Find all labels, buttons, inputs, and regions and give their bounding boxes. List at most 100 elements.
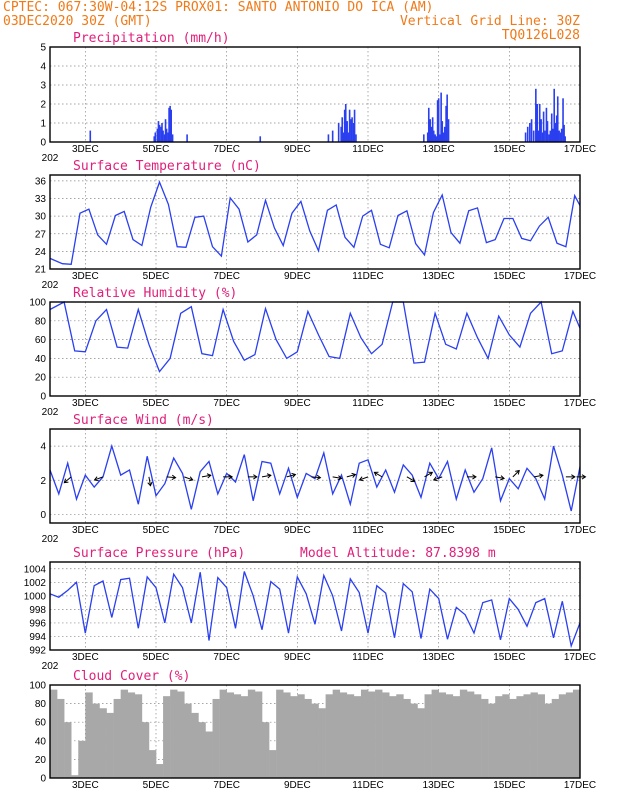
cloud-cover-bar xyxy=(134,694,143,778)
cloud-cover-bar xyxy=(403,698,411,778)
precip-bar xyxy=(535,88,537,142)
x-tick-label: 15DEC xyxy=(493,144,525,155)
cloud-cover-bar xyxy=(57,698,65,778)
x-tick-label: 11DEC xyxy=(352,525,384,536)
wind-arrow-shaft xyxy=(63,476,72,484)
y-tick-label: 2 xyxy=(40,476,46,487)
y-tick-label: 992 xyxy=(29,646,46,657)
x-tick-label: 5DEC xyxy=(143,652,170,663)
cloud-cover-bar xyxy=(170,689,178,778)
cloud-cover-bar xyxy=(276,689,284,778)
cloud-cover-bar xyxy=(389,696,397,778)
wind-arrow-shaft xyxy=(148,476,151,486)
x-tick-label: 15DEC xyxy=(493,525,525,536)
cloud-cover-bar xyxy=(311,703,319,778)
cloud-cover-bar xyxy=(240,696,249,778)
cloud-cover-bar xyxy=(516,696,524,778)
x-tick-label: 3DEC xyxy=(72,780,99,791)
precip-bar xyxy=(156,128,159,142)
cloud-cover-bar xyxy=(283,692,291,778)
cloud-cover-bar xyxy=(410,703,418,778)
y-tick-label: 60 xyxy=(35,335,47,346)
y-tick-label: 2 xyxy=(40,100,46,111)
y-tick-label: 100 xyxy=(29,298,46,309)
rh-panel: 0 20 40 60 80 100 3DEC 5DEC 7DEC 9DEC 11DEC 13DEC 15… xyxy=(29,286,596,418)
y-tick-label: 4 xyxy=(40,442,46,453)
precip-bar xyxy=(434,134,436,142)
x-tick-label: 17DEC xyxy=(564,652,596,663)
wind-arrow-head xyxy=(206,473,212,479)
precip-bar xyxy=(168,107,170,142)
y-tick-label: 4 xyxy=(40,62,46,73)
cloud-cover-bar xyxy=(141,722,150,778)
x-tick-label: 3DEC xyxy=(72,144,99,155)
precip-frame xyxy=(49,46,581,143)
cloud-cover-bar xyxy=(148,750,157,778)
wind-arrow-shaft xyxy=(184,476,193,481)
precip-bar xyxy=(435,136,437,142)
cloud-cover-bar xyxy=(120,689,129,778)
y-tick-label: 80 xyxy=(35,699,47,710)
precip-bar xyxy=(552,128,554,142)
wind-arrow-head xyxy=(188,476,194,482)
cloud-cover-bar xyxy=(127,692,136,778)
precip-bar xyxy=(560,128,563,142)
cloud-cover-bar xyxy=(177,691,185,778)
y-tick-label: 60 xyxy=(35,718,47,729)
wind-series-line xyxy=(49,443,581,512)
x-tick-label: 7DEC xyxy=(213,271,240,282)
wind-arrow-head xyxy=(266,473,272,479)
y-tick-label: 0 xyxy=(40,138,46,149)
cloud-cover-bar xyxy=(50,689,58,778)
precip-bar xyxy=(353,109,356,142)
x-tick-label: 17DEC xyxy=(564,398,596,409)
precip-bar xyxy=(530,119,533,142)
precip-bar xyxy=(556,96,559,142)
y-tick-label: 40 xyxy=(35,354,47,365)
wind-arrow-shaft xyxy=(94,476,104,481)
precip-panel: 0 1 2 3 4 5 3DEC 5DEC 7DEC 9DEC 11DEC 13DEC 15DEC 17D… xyxy=(40,31,596,164)
cloud-cover-bar xyxy=(502,694,510,778)
wind-arrow-shaft xyxy=(311,476,321,479)
precip-bar xyxy=(429,119,431,142)
precip-bar xyxy=(259,136,262,142)
wind-arrow-head xyxy=(291,472,297,478)
x-tick-label: 9DEC xyxy=(284,144,311,155)
y-tick-label: 1004 xyxy=(24,564,47,575)
precip-bar xyxy=(343,109,346,142)
cloud-cover-bar xyxy=(325,694,333,778)
precip-bar xyxy=(348,109,351,142)
precip-title: Precipitation (mm/h) xyxy=(73,31,230,46)
cloud-cover-bar xyxy=(523,694,531,778)
wind-arrow-shaft xyxy=(374,471,383,478)
cloud-cover-bar xyxy=(509,698,517,778)
cloud-cover-bar xyxy=(445,694,454,778)
cloud-cover-bar xyxy=(113,698,121,778)
x-tick-label: 5DEC xyxy=(143,144,170,155)
cloud-cover-bar xyxy=(297,694,305,778)
cloud-cover-bar xyxy=(368,691,376,778)
precip-bar xyxy=(541,132,544,142)
precip-bar xyxy=(549,130,552,142)
precip-bar xyxy=(546,121,549,142)
wind-arrow-head xyxy=(147,481,153,487)
wind-panel: 0 2 4 3DEC 5DEC 7DEC 9DEC 11DEC 13DEC 15DEC 17DEC 2… xyxy=(40,413,596,545)
cloud-cover-bar xyxy=(71,775,79,778)
x-tick-label: 11DEC xyxy=(352,652,384,663)
cloud-title: Cloud Cover (%) xyxy=(73,669,190,684)
wind-arrow-shaft xyxy=(346,474,356,478)
wind-arrow-head xyxy=(373,471,379,477)
precip-bar xyxy=(327,134,330,142)
x-tick-label: 17DEC xyxy=(564,271,596,282)
cloud-cover-bar xyxy=(558,694,567,778)
wind-arrow-head xyxy=(351,472,357,478)
y-tick-label: 1 xyxy=(40,119,46,130)
precip-bar xyxy=(555,115,558,142)
cloud-cover-bar xyxy=(163,696,171,778)
y-tick-label: 80 xyxy=(35,316,47,327)
precip-bar xyxy=(563,124,565,142)
pres-series-line xyxy=(49,571,581,649)
cloud-cover-bar xyxy=(474,694,482,778)
rh-series-line xyxy=(49,300,581,373)
precip-bar xyxy=(550,113,553,142)
